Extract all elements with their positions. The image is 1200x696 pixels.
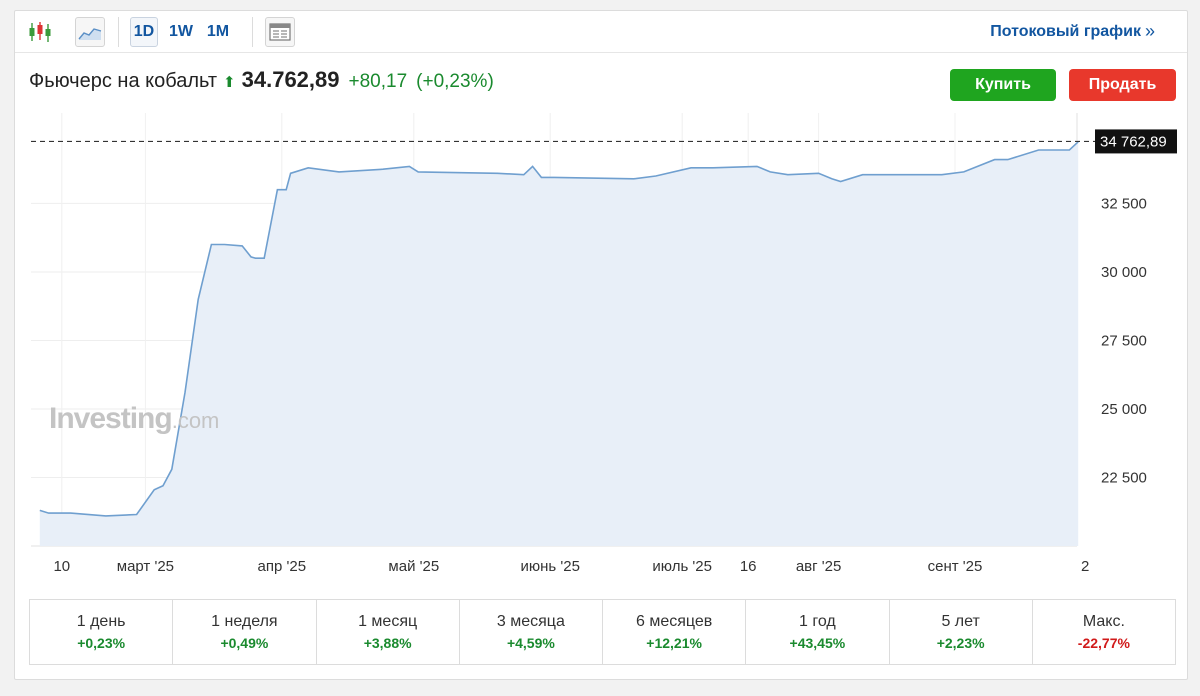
chart-card: 1D 1W 1M Потоковый график » Фьючерс на к… bbox=[14, 10, 1188, 680]
x-axis: 10 март '25 апр '25 май '25 июнь '25 июль '25… bbox=[53, 558, 1089, 575]
perf-cell-6m[interactable]: 6 месяцев +12,21% bbox=[603, 600, 747, 664]
last-price-marker bbox=[1095, 129, 1177, 154]
watermark-suffix: .com bbox=[172, 408, 220, 433]
perf-label: 1 неделя bbox=[211, 613, 278, 630]
chevron-right-icon[interactable]: » bbox=[1144, 21, 1155, 41]
perf-cell-max[interactable]: Макс. -22,77% bbox=[1033, 600, 1175, 664]
perf-cell-1d[interactable]: 1 день +0,23% bbox=[30, 600, 174, 664]
perf-value: -22,77% bbox=[1077, 635, 1130, 651]
area-chart-icon[interactable] bbox=[75, 17, 105, 47]
perf-value: +3,88% bbox=[363, 635, 412, 651]
instrument-name: Фьючерс на кобальт bbox=[29, 70, 218, 92]
perf-value: +4,59% bbox=[506, 635, 555, 651]
x-tick-label: сент '25 bbox=[928, 558, 983, 575]
chart-toolbar: 1D 1W 1M Потоковый график » bbox=[15, 11, 1187, 53]
price-area bbox=[39, 141, 1079, 547]
x-tick-label: май '25 bbox=[388, 558, 439, 575]
toolbar-divider bbox=[252, 17, 253, 47]
price-change-percent: (+0,23%) bbox=[416, 71, 494, 92]
y-tick-label: 32 500 bbox=[1101, 195, 1147, 212]
perf-value: +43,45% bbox=[789, 635, 846, 651]
sell-button[interactable]: Продать bbox=[1069, 69, 1176, 101]
streaming-chart-link[interactable]: Потоковый график bbox=[990, 23, 1141, 40]
period-1d-button[interactable]: 1D bbox=[130, 17, 158, 47]
perf-cell-5y[interactable]: 5 лет +2,23% bbox=[890, 600, 1033, 664]
perf-value: +12,21% bbox=[646, 635, 702, 651]
perf-cell-1w[interactable]: 1 неделя +0,49% bbox=[173, 600, 317, 664]
perf-label: Макс. bbox=[1082, 613, 1125, 630]
candlestick-icon[interactable] bbox=[25, 17, 55, 47]
perf-label: 1 день bbox=[76, 613, 126, 630]
perf-value: +0,23% bbox=[77, 635, 126, 651]
investing-watermark: Investing.com bbox=[49, 402, 219, 435]
y-tick-label: 25 000 bbox=[1101, 401, 1147, 418]
perf-label: 3 месяца bbox=[496, 613, 565, 630]
x-tick-label: июнь '25 bbox=[520, 558, 579, 575]
x-tick-label: 10 bbox=[53, 558, 70, 575]
x-tick-label: 16 bbox=[740, 558, 757, 575]
perf-label: 1 месяц bbox=[358, 613, 418, 630]
perf-cell-1m[interactable]: 1 месяц +3,88% bbox=[317, 600, 460, 664]
watermark-brand: Investing bbox=[49, 402, 172, 435]
x-tick-label: 2 bbox=[1081, 558, 1089, 575]
buy-button[interactable]: Купить bbox=[950, 69, 1056, 101]
y-axis: 22 500 25 000 27 500 30 000 32 500 bbox=[1101, 195, 1147, 486]
perf-label: 6 месяцев bbox=[635, 613, 713, 630]
toolbar-divider bbox=[118, 17, 119, 47]
table-view-icon[interactable] bbox=[265, 17, 295, 47]
performance-table: 1 день +0,23% 1 неделя +0,49% 1 месяц +3… bbox=[29, 599, 1176, 665]
perf-value: +0,49% bbox=[220, 635, 269, 651]
x-tick-label: авг '25 bbox=[796, 558, 842, 575]
period-1w-button[interactable]: 1W bbox=[169, 23, 193, 40]
y-tick-label: 27 500 bbox=[1101, 332, 1147, 349]
arrow-up-icon: ⬆ bbox=[223, 74, 236, 91]
perf-value: +2,23% bbox=[936, 635, 985, 651]
price-chart[interactable]: Investing.com 22 500 25 000 27 500 30 000 32… bbox=[15, 11, 1187, 591]
instrument-header: Фьючерс на кобальт ⬆ 34.762,89 +80,17 (+… bbox=[29, 67, 494, 97]
last-price-label: 34 762,89 bbox=[1100, 133, 1167, 150]
perf-label: 1 год bbox=[799, 613, 836, 630]
y-tick-label: 30 000 bbox=[1101, 264, 1147, 281]
price-line bbox=[39, 141, 1079, 517]
x-tick-label: апр '25 bbox=[258, 558, 307, 575]
perf-label: 5 лет bbox=[941, 613, 980, 630]
perf-cell-1y[interactable]: 1 год +43,45% bbox=[746, 600, 890, 664]
perf-cell-3m[interactable]: 3 месяца +4,59% bbox=[460, 600, 603, 664]
last-price: 34.762,89 bbox=[241, 67, 340, 92]
x-tick-label: март '25 bbox=[117, 558, 174, 575]
x-tick-label: июль '25 bbox=[652, 558, 712, 575]
y-tick-label: 22 500 bbox=[1101, 469, 1147, 486]
period-1m-button[interactable]: 1M bbox=[206, 23, 230, 40]
price-change: +80,17 bbox=[348, 71, 408, 92]
